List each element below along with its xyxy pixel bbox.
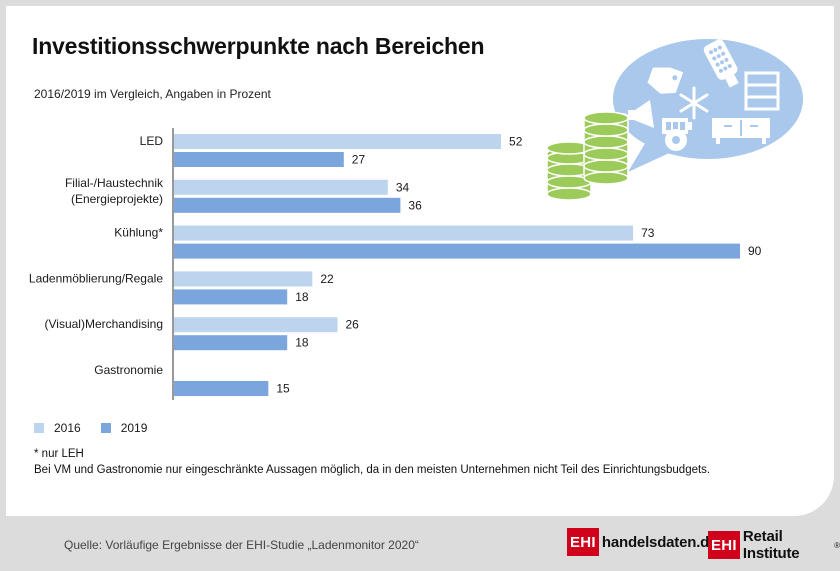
category-label: LED [140, 134, 164, 148]
data-label-2019: 18 [295, 290, 309, 304]
bar-2016 [174, 317, 338, 333]
logo1-text: handelsdaten.de [601, 533, 718, 551]
bar-2019 [174, 381, 269, 396]
data-label-2016: 34 [396, 180, 410, 194]
data-label-2016: 52 [509, 135, 523, 149]
led-bulb-icon [703, 39, 739, 88]
source-note: Quelle: Vorläufige Ergebnisse der EHI-St… [64, 538, 419, 552]
legend-swatch-2019 [100, 423, 111, 433]
bar-2019 [174, 289, 288, 305]
bar-2016 [174, 179, 388, 195]
logo-ehi-retail-institute: EHI Retail Institute ® [708, 528, 840, 562]
sideboard-icon [712, 118, 770, 144]
logo-handelsdaten: EHI handelsdaten.de [567, 528, 717, 556]
labels-group: LED 52 27 Filial-/Haustechnik (Energieprojek… [29, 134, 762, 396]
legend-label-2016: 2016 [54, 421, 81, 435]
data-label-2019: 27 [352, 153, 366, 167]
bar-2019 [174, 197, 401, 213]
data-label-2019: 36 [408, 198, 422, 212]
logo1-box: EHI [567, 528, 599, 556]
legend-item-2016: 2016 [34, 421, 81, 435]
data-label-2019: 90 [748, 244, 762, 258]
shelf-icon [744, 71, 780, 111]
bar-2016 [174, 134, 502, 149]
category-label: Kühlung* [114, 226, 163, 240]
bar-2016 [174, 271, 313, 287]
footnote-asterisk: * nur LEH [34, 448, 84, 460]
data-label-2016: 26 [346, 318, 360, 332]
category-label: Ladenmöblierung/Regale [29, 271, 163, 285]
legend-swatch-2016 [34, 423, 44, 433]
data-label-2019: 18 [295, 336, 309, 350]
data-label-2016: 22 [320, 272, 334, 286]
logo2-box: EHI [708, 531, 740, 559]
logo2-text: Retail Institute [742, 528, 800, 562]
bar-2016 [174, 225, 634, 241]
footnotes: * nur LEH Bei VM und Gastronomie nur ein… [34, 446, 710, 478]
snowflake-icon [679, 86, 709, 120]
bars-group [174, 134, 740, 396]
chart-subtitle: 2016/2019 im Vergleich, Angaben in Proze… [34, 87, 271, 101]
category-label: (Visual)Merchandising [45, 317, 164, 331]
bar-2019 [174, 335, 288, 351]
legend-item-2019: 2019 [100, 421, 148, 435]
category-label: Filial-/Haustechnik [65, 176, 164, 190]
gear-icon [665, 129, 687, 151]
category-label: (Energieprojekte) [71, 192, 163, 206]
chart-title: Investitionsschwerpunkte nach Bereichen [32, 33, 485, 59]
logo2-registered-mark: ® [834, 540, 840, 550]
data-label-2019: 15 [276, 382, 290, 396]
category-label: Gastronomie [94, 363, 163, 377]
bar-2019 [174, 243, 740, 259]
price-tag-icon [647, 67, 684, 94]
footnote-text: Bei VM und Gastronomie nur eingeschränkt… [34, 464, 711, 476]
megaphone-icon [628, 100, 654, 128]
coins-icon [546, 111, 629, 201]
legend: 2016 2019 [34, 421, 147, 435]
battery-icon [662, 118, 692, 134]
bar-2019 [174, 152, 344, 167]
data-label-2016: 73 [641, 226, 655, 240]
legend-label-2019: 2019 [120, 421, 148, 435]
